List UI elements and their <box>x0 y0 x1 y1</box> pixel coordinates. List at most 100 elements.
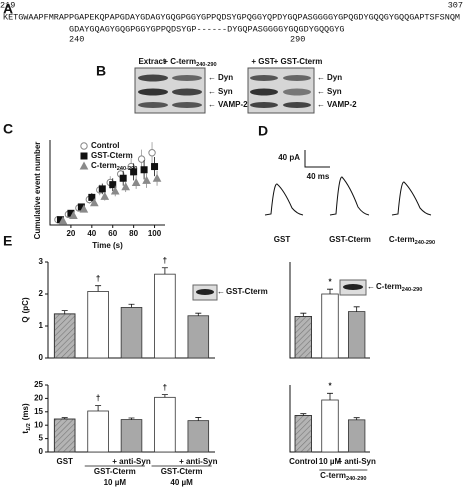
blot-header: + C-term240-290 <box>163 57 216 68</box>
scale-current: 40 pA <box>278 153 300 162</box>
error-bar <box>195 312 202 316</box>
scale-time: 40 ms <box>307 172 330 181</box>
group-label-text: C-term <box>320 471 346 480</box>
x-tick-label: + anti-Syn <box>179 457 218 466</box>
legend-entry: Control <box>91 141 119 150</box>
significance-marker: † <box>163 383 167 392</box>
error-bar <box>161 267 168 275</box>
x-tick-label: + anti-Syn <box>112 457 151 466</box>
blot-arrow: ← <box>208 87 216 96</box>
group-label-detail: 10 µM <box>104 478 127 487</box>
seq-line2-end: 290 <box>290 34 305 44</box>
error-bar <box>61 417 68 420</box>
y-tick-label: 20 <box>34 394 43 403</box>
trace-label: GST-Cterm <box>329 235 371 244</box>
panel-label: E <box>3 233 12 249</box>
seq-line2: GDAYGQAGYGQGPGGYGPPQDSYGP------DYGQPASGG… <box>69 24 344 34</box>
current-traces <box>264 150 432 216</box>
y-tick-label: 25 <box>34 380 43 389</box>
blot-header: + GST-Cterm <box>274 57 323 66</box>
inset-arrow: ← <box>367 282 375 291</box>
bar <box>347 419 366 453</box>
panel-label: C <box>3 121 13 137</box>
blot-header: + GST <box>251 57 274 66</box>
group-label-sub: 240-290 <box>346 476 367 482</box>
blot-header-text: Extract <box>138 57 165 66</box>
blot-header-text: + GST-Cterm <box>274 57 323 66</box>
legend-entry: GST-Cterm <box>91 151 133 160</box>
significance-marker: † <box>96 394 100 403</box>
inset-label-text: GST-Cterm <box>226 287 268 296</box>
x-tick-label: 40 <box>87 229 96 238</box>
bar <box>154 396 176 453</box>
x-tick-label: 80 <box>129 229 138 238</box>
inset-band <box>196 289 214 295</box>
blot-row-label: VAMP-2 <box>327 100 357 109</box>
legend-entry-text: C-term <box>91 161 117 170</box>
axes <box>289 385 370 453</box>
blot-arrow: ← <box>317 73 325 82</box>
axes <box>49 140 165 226</box>
y-axis-label: t1/2 (ms) <box>21 403 32 434</box>
trace-label-text: GST <box>274 235 291 244</box>
legend-entry: C-term240-290 <box>91 161 137 172</box>
error-bar <box>95 405 102 411</box>
error-bar <box>128 303 135 308</box>
point <box>79 204 89 213</box>
y-tick-label: 10 <box>34 420 43 429</box>
blot-arrow: ← <box>208 100 216 109</box>
seq-start: 219 <box>0 0 15 10</box>
error-bar <box>327 288 333 294</box>
inset-label-sub: 240-290 <box>402 287 423 293</box>
error-bar <box>95 285 102 292</box>
point <box>151 163 159 171</box>
point <box>88 193 96 201</box>
error-bar <box>161 394 168 398</box>
point <box>148 149 156 157</box>
error-bar <box>128 417 135 420</box>
inset-label: C-term240-290 <box>376 282 422 293</box>
point <box>152 173 162 182</box>
blot-header-text: + C-term <box>163 57 196 66</box>
bar <box>154 273 176 359</box>
error-bar <box>195 417 202 421</box>
error-bar <box>353 417 360 420</box>
point <box>109 181 117 189</box>
error-bar <box>61 310 68 314</box>
y-tick-label: 5 <box>39 434 44 443</box>
legend-entry-sub: 240-290 <box>117 166 138 172</box>
x-tick-label: 100 <box>148 229 162 238</box>
legend-entry-text: GST-Cterm <box>91 151 133 160</box>
point <box>79 161 89 170</box>
bar <box>120 419 143 453</box>
axes <box>289 262 370 359</box>
point <box>130 168 138 176</box>
bar-hatch <box>294 415 313 453</box>
y-axis-label-unit: (ms) <box>21 403 30 420</box>
x-tick-label: 60 <box>108 229 117 238</box>
x-tick-label: Control <box>289 457 317 466</box>
bar <box>321 293 339 359</box>
inset-label: GST-Cterm <box>226 287 268 296</box>
blot-row-label: Syn <box>327 87 342 96</box>
x-axis-label: Time (s) <box>92 241 123 250</box>
blot-row-label: Dyn <box>218 73 233 82</box>
y-tick-label: 15 <box>34 407 43 416</box>
bar <box>120 307 143 359</box>
trace-label: C-term240-290 <box>389 235 435 246</box>
point <box>58 216 68 225</box>
x-tick-label: GST <box>56 457 73 466</box>
inset-label-text: C-term <box>376 282 402 291</box>
blot-row-label: Dyn <box>327 73 342 82</box>
blot-header-text: + GST <box>251 57 274 66</box>
bar <box>87 410 109 453</box>
x-tick-label: 10 µM <box>319 457 342 466</box>
point <box>137 155 146 163</box>
blot-arrow: ← <box>208 73 216 82</box>
seq-end: 307 <box>448 0 463 10</box>
panel-label: D <box>258 123 268 139</box>
panel-label: B <box>96 63 106 79</box>
group-label-detail: 40 µM <box>170 478 193 487</box>
x-tick-label: 20 <box>66 229 75 238</box>
